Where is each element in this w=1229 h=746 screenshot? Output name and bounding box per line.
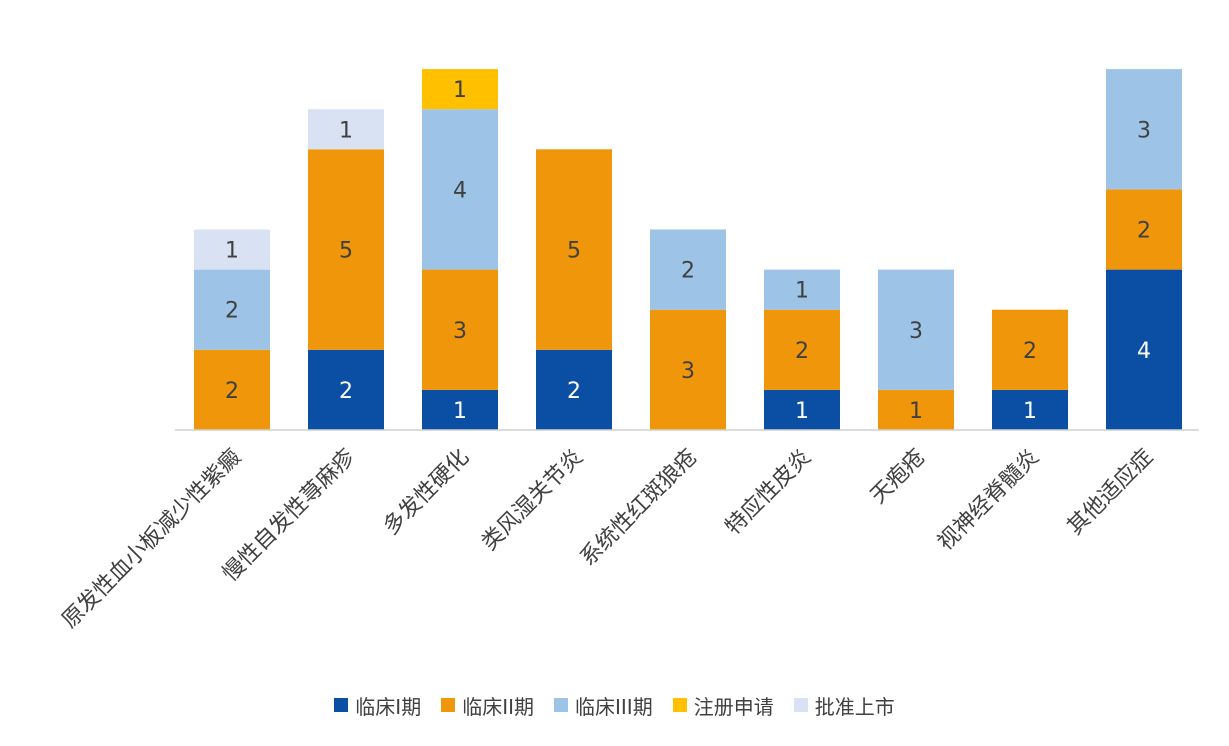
data-label: 1 bbox=[453, 78, 467, 103]
bar-segment bbox=[1106, 69, 1182, 190]
bar-segment bbox=[650, 309, 726, 430]
bar-segment bbox=[764, 309, 840, 390]
data-labels-layer: 2 2 1 2 5 1 1 3 4 1 2 5 3 2 1 2 1 1 3 1 2 4 2 3 bbox=[225, 78, 1151, 424]
bar-segment bbox=[764, 389, 840, 430]
data-label: 1 bbox=[453, 399, 467, 424]
legend-swatch bbox=[334, 698, 349, 712]
data-label: 3 bbox=[909, 319, 923, 344]
data-label: 2 bbox=[567, 379, 581, 404]
legend-label: 临床II期 bbox=[462, 694, 534, 719]
bar-segment bbox=[194, 229, 270, 270]
data-label: 5 bbox=[567, 239, 581, 264]
legend: 临床I期 临床II期 临床III期 注册申请 批准上市 bbox=[0, 690, 1229, 720]
data-label: 2 bbox=[339, 379, 353, 404]
bar-segment bbox=[422, 109, 498, 270]
bar-segment bbox=[536, 349, 612, 430]
bar-segment bbox=[308, 349, 384, 430]
legend-item: 临床I期 bbox=[334, 691, 421, 720]
data-label: 2 bbox=[1137, 219, 1151, 244]
bar-segment bbox=[878, 269, 954, 390]
bar-segment bbox=[308, 149, 384, 350]
data-label: 3 bbox=[681, 359, 695, 384]
data-label: 2 bbox=[225, 299, 239, 324]
bar-segment bbox=[992, 389, 1068, 430]
legend-item: 临床II期 bbox=[441, 691, 534, 720]
data-label: 2 bbox=[795, 339, 809, 364]
data-label: 2 bbox=[1023, 339, 1037, 364]
legend-label: 注册申请 bbox=[693, 694, 774, 719]
x-tick-label: 原发性血小板减少性紫癜 bbox=[57, 445, 246, 634]
data-label: 1 bbox=[795, 279, 809, 304]
legend-label: 批准上市 bbox=[814, 694, 895, 719]
x-tick-label: 天疱疮 bbox=[866, 445, 930, 509]
x-tick-label: 特应性皮炎 bbox=[721, 445, 816, 540]
bar-segment bbox=[992, 309, 1068, 390]
bar-segment bbox=[878, 389, 954, 430]
x-tick-label: 类风湿关节炎 bbox=[477, 445, 588, 556]
x-tick-label: 其他适应症 bbox=[1063, 445, 1158, 540]
bar-segment bbox=[308, 109, 384, 150]
data-label: 3 bbox=[453, 319, 467, 344]
bar-segment bbox=[422, 269, 498, 390]
bar-segment bbox=[422, 69, 498, 110]
legend-swatch bbox=[793, 698, 808, 712]
bar-segment bbox=[194, 349, 270, 430]
bar-segment bbox=[1106, 269, 1182, 430]
legend-swatch bbox=[672, 698, 687, 712]
data-label: 2 bbox=[681, 259, 695, 284]
legend-swatch bbox=[554, 698, 568, 712]
legend-label: 临床III期 bbox=[575, 694, 653, 719]
data-label: 4 bbox=[453, 178, 467, 203]
data-label: 5 bbox=[339, 239, 353, 264]
data-label: 3 bbox=[1137, 118, 1151, 143]
bar-segment bbox=[194, 269, 270, 350]
bar-segment bbox=[422, 389, 498, 430]
data-label: 2 bbox=[225, 379, 239, 404]
legend-item: 临床III期 bbox=[554, 691, 653, 720]
bar-segment bbox=[650, 229, 726, 310]
legend-swatch bbox=[441, 698, 456, 712]
legend-label: 临床I期 bbox=[355, 694, 422, 719]
data-label: 1 bbox=[339, 118, 353, 143]
data-label: 1 bbox=[1023, 399, 1037, 424]
data-label: 1 bbox=[909, 399, 923, 424]
bar-segment bbox=[764, 269, 840, 310]
bar-segment bbox=[1106, 189, 1182, 270]
x-tick-label: 视神经脊髓炎 bbox=[933, 445, 1044, 556]
data-label: 4 bbox=[1137, 339, 1151, 364]
data-label: 1 bbox=[225, 239, 239, 264]
x-tick-label: 多发性硬化 bbox=[379, 445, 474, 540]
legend-item: 批准上市 bbox=[793, 691, 895, 720]
bars-layer bbox=[194, 69, 1182, 430]
x-tick-label: 系统性红斑狼疮 bbox=[576, 445, 703, 572]
legend-item: 注册申请 bbox=[672, 691, 774, 720]
bar-segment bbox=[536, 149, 612, 350]
data-label: 1 bbox=[795, 399, 809, 424]
